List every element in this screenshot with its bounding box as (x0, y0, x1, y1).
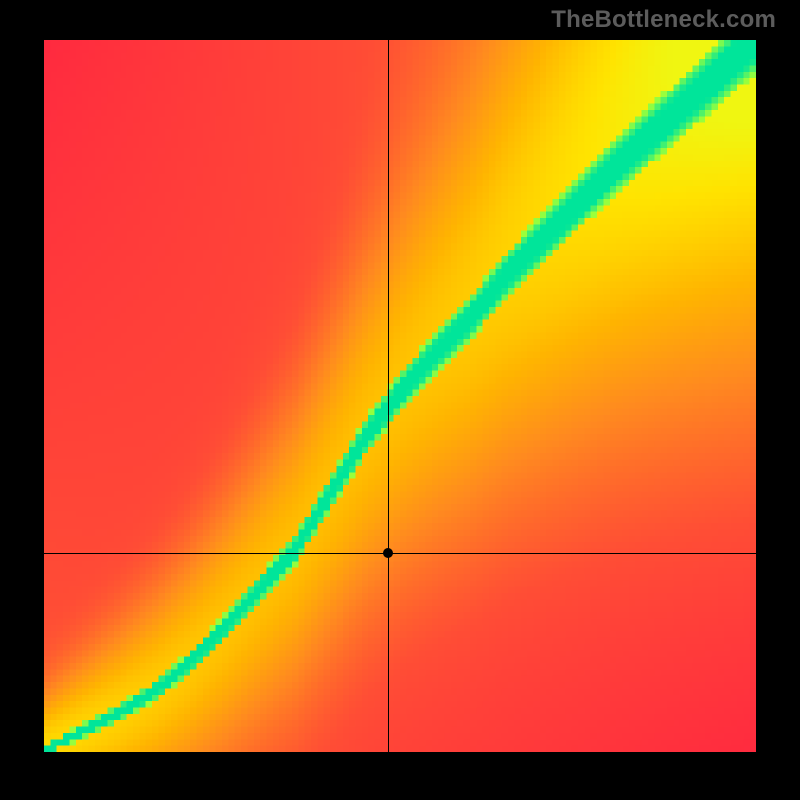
plot-area (44, 40, 756, 752)
marker-dot (383, 548, 393, 558)
chart-frame: TheBottleneck.com (0, 0, 800, 800)
crosshair-vertical (388, 40, 389, 752)
heatmap-canvas (44, 40, 756, 752)
crosshair-horizontal (44, 553, 756, 554)
attribution-text: TheBottleneck.com (551, 6, 776, 34)
